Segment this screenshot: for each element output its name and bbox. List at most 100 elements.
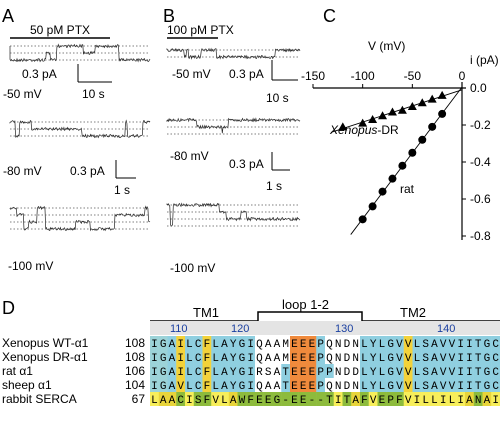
residue: A <box>160 395 167 407</box>
residue-cell <box>307 364 317 378</box>
residue-cell <box>158 336 168 350</box>
data-point-xenopus-dr <box>407 102 417 110</box>
residue: A <box>431 381 438 393</box>
residue-cell <box>386 336 396 350</box>
residue-cell <box>237 378 247 392</box>
residue: A <box>265 353 272 365</box>
residue: D <box>344 381 351 393</box>
residue-cell <box>333 336 343 350</box>
residue-cell <box>316 350 326 364</box>
residue-cell <box>430 392 439 406</box>
residue-cell <box>351 378 361 392</box>
residue: A <box>352 395 359 407</box>
residue-cell <box>220 336 229 350</box>
residue-cell <box>482 364 492 378</box>
residue: V <box>440 367 447 379</box>
residue: F <box>204 339 211 351</box>
residue: F <box>204 367 211 379</box>
residue-cell <box>167 378 177 392</box>
data-point-rat <box>358 215 367 224</box>
residue: Q <box>326 381 333 393</box>
residue-cell <box>473 350 483 364</box>
residue-cell <box>220 350 229 364</box>
residue: C <box>492 339 499 351</box>
residue: G <box>160 353 167 365</box>
residue-cell <box>176 392 186 406</box>
residue-cell <box>263 336 273 350</box>
residue: A <box>265 339 272 351</box>
residue-cell <box>430 336 439 350</box>
residue: C <box>177 395 184 407</box>
residue: N <box>335 339 342 351</box>
residue: I <box>335 395 342 407</box>
residue-cell <box>298 350 308 364</box>
residue: V <box>405 339 412 351</box>
residue: E <box>309 353 316 365</box>
residue-cell <box>368 392 378 406</box>
residue: L <box>414 339 421 351</box>
residue-cell <box>263 378 273 392</box>
residue-cell <box>281 350 291 364</box>
residue: A <box>484 395 491 407</box>
residue-cell <box>193 392 203 406</box>
residue: S <box>422 367 429 379</box>
residue: F <box>247 395 254 407</box>
trace-b-100mv <box>166 202 301 227</box>
residue: G <box>274 395 281 407</box>
residue: G <box>387 339 394 351</box>
residue: C <box>195 339 202 351</box>
residue: I <box>177 339 184 351</box>
residue: M <box>282 353 289 365</box>
residue: I <box>247 353 254 365</box>
residue-cell <box>202 378 212 392</box>
residue: I <box>457 381 464 393</box>
residue-cell <box>421 350 431 364</box>
residue: P <box>317 381 324 393</box>
residue: V <box>440 339 447 351</box>
residue-cell <box>237 364 247 378</box>
residue: F <box>396 395 403 407</box>
data-point-xenopus-dr <box>338 122 348 131</box>
residue-cell <box>228 378 238 392</box>
panel-b-traces <box>166 47 301 227</box>
residue: A <box>431 339 438 351</box>
residue: V <box>396 353 403 365</box>
residue-cell <box>211 378 221 392</box>
x-tick-label: -50 <box>404 69 422 83</box>
fit-line-rat <box>350 86 463 235</box>
residue-cell <box>167 336 177 350</box>
residue: E <box>379 395 386 407</box>
residue: D <box>352 367 359 379</box>
residue-cell <box>193 364 203 378</box>
residue: I <box>151 381 158 393</box>
series-label-rat: rat <box>400 182 415 196</box>
residue-cell <box>421 336 431 350</box>
residue: I <box>247 367 254 379</box>
residue: Y <box>370 381 377 393</box>
residue: T <box>282 367 289 379</box>
residue: G <box>160 367 167 379</box>
residue-cell <box>403 378 413 392</box>
residue-cell <box>298 336 308 350</box>
residue-cell <box>491 336 500 350</box>
residue: S <box>422 381 429 393</box>
residue-cell <box>430 350 439 364</box>
position-ruler <box>150 321 500 335</box>
panel-b-label: B <box>163 6 175 26</box>
residue-cell <box>158 392 168 406</box>
residue-cell <box>290 392 299 406</box>
residue-cell <box>307 350 317 364</box>
residue-cell <box>150 350 159 364</box>
residue: E <box>300 395 307 407</box>
panel-b-voltage-2: -80 mV <box>170 149 209 163</box>
residue-cell <box>185 392 194 406</box>
residue: E <box>300 339 307 351</box>
residue-cell <box>255 392 264 406</box>
residue-cell <box>473 336 483 350</box>
residue: I <box>492 395 499 407</box>
residue-cell <box>482 378 492 392</box>
residue-cell <box>237 350 247 364</box>
residue: L <box>361 339 368 351</box>
residue-cell <box>395 350 404 364</box>
iv-plot: V (mV) i (pA) -150 -100 -50 0 0.0 -0.2 -0.4 -0… <box>301 39 499 243</box>
